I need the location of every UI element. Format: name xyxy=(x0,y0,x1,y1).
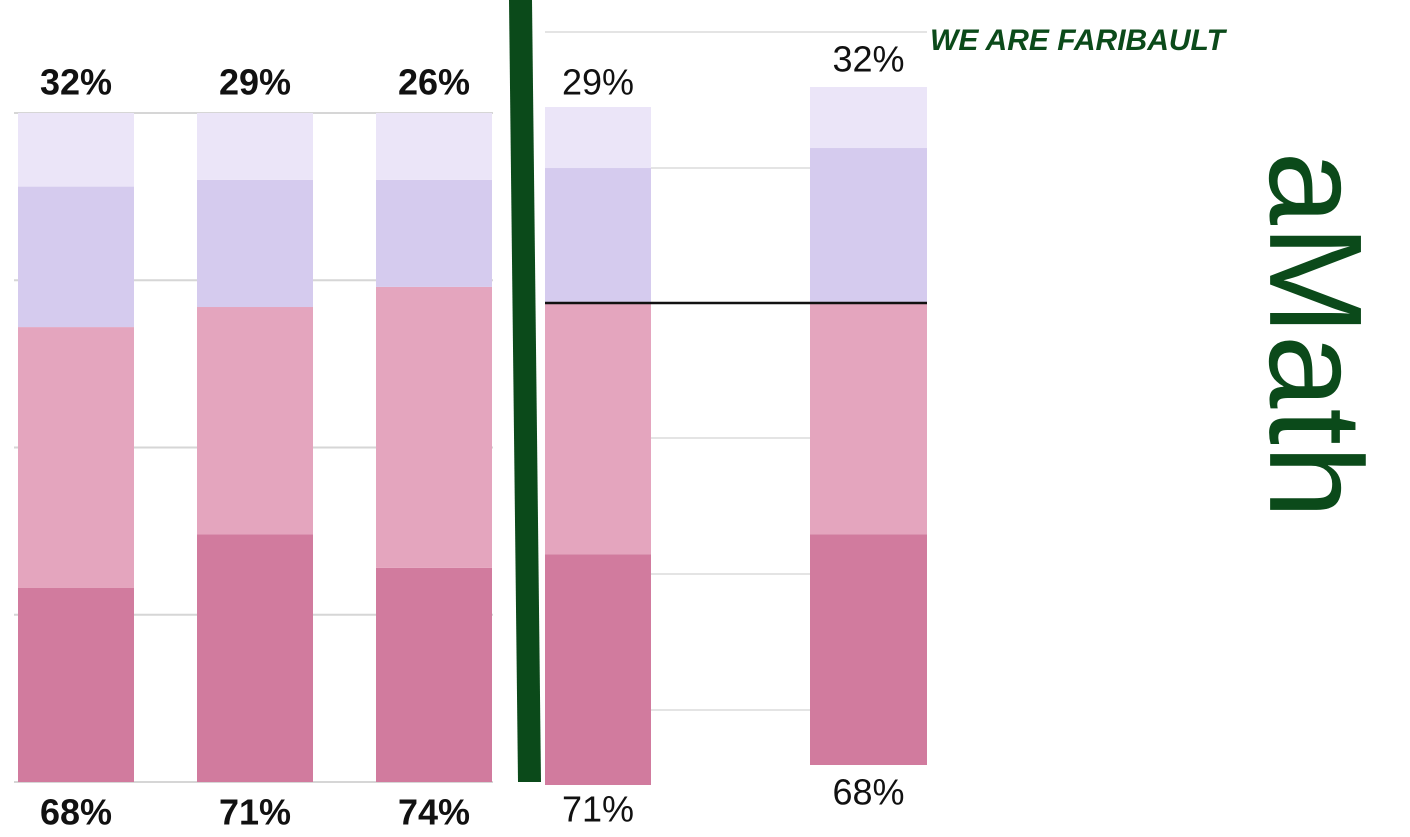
top-label: 29% xyxy=(562,62,634,103)
bar-segment xyxy=(545,554,651,785)
bar-segment xyxy=(18,327,134,588)
bar-segment xyxy=(810,534,927,765)
bottom-label: 68% xyxy=(832,772,904,813)
bottom-label: 68% xyxy=(40,792,112,833)
top-label: 32% xyxy=(40,62,112,103)
bar-segment xyxy=(18,113,134,187)
bar-segment xyxy=(545,303,651,555)
top-label: 26% xyxy=(398,62,470,103)
bottom-label: 74% xyxy=(398,792,470,833)
bar-segment xyxy=(197,534,313,782)
bar-segment xyxy=(376,286,492,568)
bar-segment xyxy=(545,168,651,304)
divider xyxy=(509,0,541,782)
bar-segment xyxy=(810,303,927,535)
bottom-label: 71% xyxy=(562,789,634,830)
bar-segment xyxy=(376,567,492,782)
subject: aMath xyxy=(1242,152,1389,519)
bar-segment xyxy=(197,179,313,308)
bar-segment xyxy=(18,186,134,328)
bar-segment xyxy=(18,587,134,782)
bar-segment xyxy=(197,113,313,180)
bar-segment xyxy=(545,107,651,169)
bar-segment xyxy=(810,87,927,149)
bar-segment xyxy=(197,307,313,535)
bar-segment xyxy=(376,113,492,180)
tagline: WE ARE FARIBAULT xyxy=(930,24,1228,57)
bottom-label: 71% xyxy=(219,792,291,833)
bar-segment xyxy=(810,148,927,304)
bar-segment xyxy=(376,179,492,287)
top-label: 32% xyxy=(832,39,904,80)
top-label: 29% xyxy=(219,62,291,103)
